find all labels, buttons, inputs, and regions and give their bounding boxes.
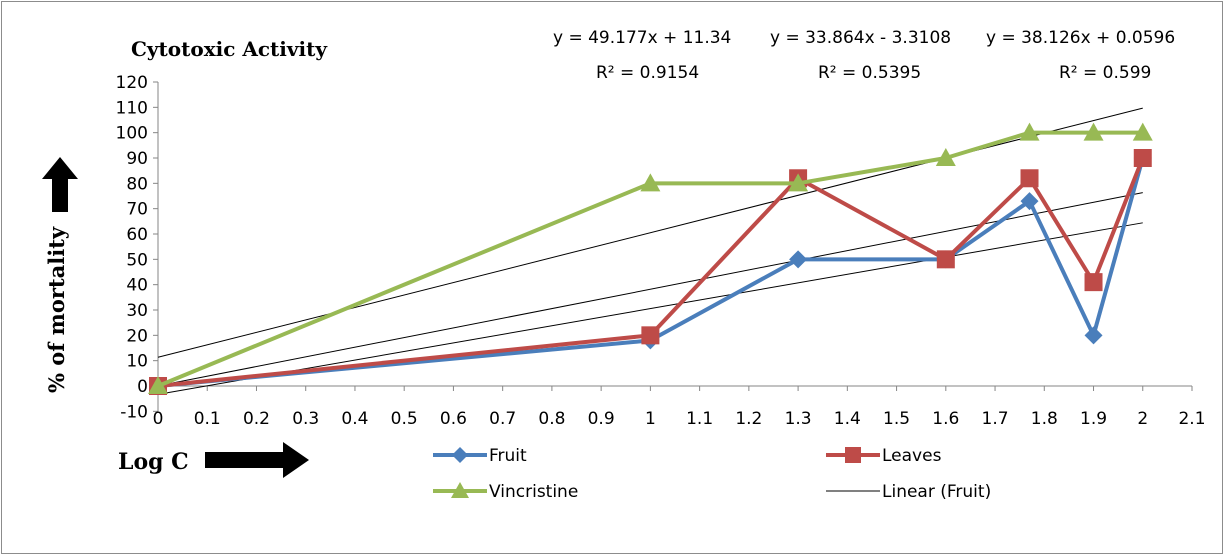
x-tick-label: 0.1 [194, 409, 221, 429]
trend-equation-3: y = 38.126x + 0.0596 [986, 28, 1175, 48]
x-tick-label: 1 [645, 409, 656, 429]
y-tick-label: 40 [126, 276, 148, 296]
data-point [789, 250, 808, 269]
y-tick-label: 90 [126, 149, 148, 169]
trendline [157, 192, 1143, 387]
x-tick-label: 0.4 [341, 409, 368, 429]
square-marker-icon [845, 447, 861, 463]
legend-item-linear-fruit: Linear (Fruit) [826, 482, 991, 502]
x-tick-label: 1.9 [1080, 409, 1107, 429]
trend-equation-2: y = 33.864x - 3.3108 [770, 28, 951, 48]
up-arrow-icon [42, 157, 78, 212]
y-tick-label: 120 [116, 73, 148, 93]
data-point [1020, 169, 1039, 188]
data-point [1020, 192, 1039, 211]
x-tick-label: 1.5 [883, 409, 910, 429]
right-arrow-icon [205, 442, 309, 478]
data-point [641, 326, 660, 345]
y-tick-label: 10 [126, 352, 148, 372]
y-tick-label: 110 [116, 98, 148, 118]
x-tick-label: 0.7 [489, 409, 516, 429]
trend-r2-1: R² = 0.9154 [596, 63, 699, 83]
x-tick-label: 0.8 [538, 409, 565, 429]
x-tick-label: 1.8 [1031, 409, 1058, 429]
trendline [157, 222, 1143, 395]
trend-equation-1: y = 49.177x + 11.34 [553, 28, 731, 48]
x-tick-label: 0.5 [391, 409, 418, 429]
trendline [157, 107, 1143, 358]
y-tick-label: 0 [137, 377, 148, 397]
x-tick-label: 1.2 [735, 409, 762, 429]
trend-r2-2: R² = 0.5395 [818, 63, 921, 83]
data-point [148, 376, 168, 394]
x-tick-label: 0 [153, 409, 164, 429]
legend-item-leaves: Leaves [826, 446, 942, 466]
data-point [935, 148, 956, 166]
data-point [1132, 122, 1153, 141]
y-tick-label: 70 [126, 200, 148, 220]
data-point [788, 173, 809, 192]
x-tick-label: 1.4 [834, 409, 861, 429]
legend: Fruit Leaves Vincristine Linear (Fruit) [433, 446, 991, 502]
data-point [1133, 149, 1152, 167]
diamond-marker-icon [452, 447, 468, 463]
trend-r2-3: R² = 0.599 [1059, 63, 1151, 83]
legend-label-leaves: Leaves [882, 446, 942, 466]
series-line [157, 157, 1145, 388]
x-tick-label: 1.1 [686, 409, 713, 429]
x-axis-label: Log C [118, 449, 189, 475]
data-series [148, 122, 1153, 395]
y-tick-label: 80 [126, 174, 148, 194]
x-tick-label: 1.3 [785, 409, 812, 429]
x-tick-label: 0.6 [440, 409, 467, 429]
x-tick-label: 0.3 [292, 409, 319, 429]
legend-item-vincristine: Vincristine [433, 482, 578, 502]
legend-label-fruit: Fruit [489, 446, 527, 466]
series-vincristine [148, 122, 1153, 394]
data-point [1083, 122, 1104, 141]
x-tick-label: 1.7 [982, 409, 1009, 429]
x-tick-label: 2 [1137, 409, 1148, 429]
data-point [1084, 273, 1103, 292]
y-tick-label: -10 [120, 402, 148, 422]
triangle-marker-icon [451, 482, 469, 498]
y-tick-label: 50 [126, 250, 148, 270]
y-tick-label: 30 [126, 301, 148, 321]
series-line [157, 157, 1145, 388]
data-point [936, 250, 955, 269]
data-point [640, 173, 661, 192]
trendline-equations: y = 49.177x + 11.34 R² = 0.9154 y = 33.8… [553, 28, 1175, 83]
x-tick-label: 2.1 [1178, 409, 1205, 429]
y-tick-label: 100 [116, 124, 148, 144]
legend-item-fruit: Fruit [433, 446, 527, 466]
x-tick-label: 0.2 [243, 409, 270, 429]
legend-label-vincristine: Vincristine [489, 482, 578, 502]
x-tick-label: 0.9 [588, 409, 615, 429]
x-tick-label: 1.6 [932, 409, 959, 429]
y-tick-label: 20 [126, 326, 148, 346]
y-axis-label: % of mortality [44, 226, 69, 393]
legend-label-linear-fruit: Linear (Fruit) [882, 482, 991, 502]
y-tick-label: 60 [126, 225, 148, 245]
chart-title: Cytotoxic Activity [131, 37, 328, 61]
trendlines [157, 107, 1143, 395]
data-point [1084, 326, 1103, 345]
data-point [1019, 122, 1040, 141]
